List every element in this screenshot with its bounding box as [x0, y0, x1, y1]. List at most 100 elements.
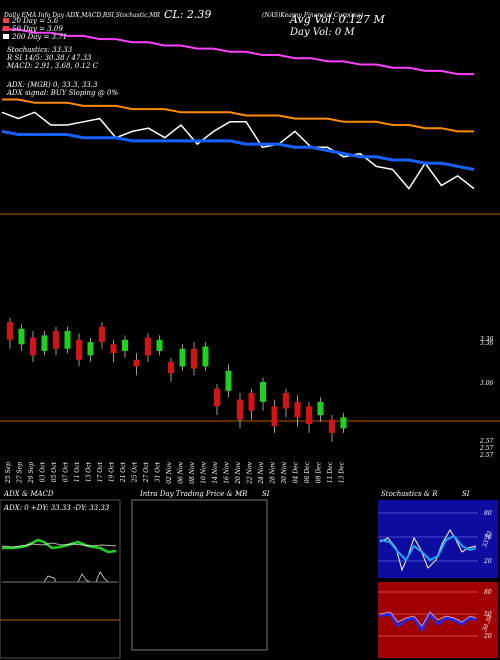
candle-body [260, 381, 266, 402]
date-tick: 14 Nov [212, 461, 219, 483]
candles [7, 317, 347, 442]
header-date-line: Daily EMA Info Day ADX,MACD,RSI,Stochast… [3, 12, 161, 19]
candle-body [294, 401, 301, 418]
candle-body [99, 326, 105, 343]
rsi-tick-80: 80 [484, 589, 492, 596]
mr-title: Intra Day Trading Price & MR [139, 490, 248, 498]
rsi-tick-20: 20 [483, 633, 492, 640]
date-tick: 24 Nov [258, 461, 265, 484]
legend-swatch [3, 26, 9, 31]
candle-body [7, 322, 13, 340]
stoch-title: Stochastics & R [381, 490, 438, 498]
candle-body [191, 348, 197, 369]
ema-lines [1, 28, 475, 190]
candle-body [237, 399, 243, 420]
stats-block: Stochastics: 33.33R SI 14/5: 30.38 / 47.… [6, 46, 118, 97]
ema50-line [2, 98, 474, 133]
date-tick: 06 Dec [304, 461, 311, 483]
close-label: CL: 2.39 [164, 8, 211, 21]
stats-line: MACD: 2.91, 3.68, 0.12 C [6, 62, 99, 70]
stoch-d-line [379, 534, 477, 562]
legend-swatch [3, 18, 9, 23]
date-tick: 25 Sep [5, 462, 12, 484]
stoch-tick-80: 80 [484, 510, 492, 517]
candle-body [248, 393, 255, 411]
candle-panel: 3.363.363.062.572.572.57 25 Sep 27 Sep 29 … [0, 317, 500, 485]
mr-panel: Intra Day Trading Price & MR SI [131, 490, 270, 651]
candle-body [110, 344, 117, 354]
candle-body [329, 419, 335, 433]
date-tick: 19 Oct [109, 461, 116, 482]
candle-body [271, 406, 278, 427]
candle-body [179, 348, 186, 367]
adx-line [2, 538, 117, 554]
date-tick: 28 Nov [270, 461, 277, 484]
date-tick: 31 Oct [155, 461, 162, 482]
candle-body [18, 328, 25, 345]
rsi-panel: 80 50 20 30.38 [378, 582, 498, 658]
adx-title: ADX & MACD [3, 490, 54, 498]
date-tick: 06 Nov [178, 461, 185, 483]
date-tick: 20 Nov [235, 461, 242, 484]
price-tick: 3.36 [480, 336, 494, 343]
ema20-line [1, 129, 475, 171]
date-tick: 13 Dec [339, 461, 346, 483]
candle-body [122, 339, 128, 351]
candle-body [53, 331, 59, 349]
day-vol-label: Day Vol: 0 M [289, 27, 355, 38]
candle-body [317, 401, 324, 416]
date-tick: 25 Oct [132, 461, 139, 483]
date-tick: 08 Dec [316, 461, 323, 483]
price-tick: 2.57 [479, 452, 494, 459]
candle-body [214, 388, 220, 407]
candle-body [76, 339, 82, 360]
date-tick: 16 Nov [224, 461, 231, 483]
adx-values: ADX: 0 +DY: 33.33 -DY: 33.33 [3, 504, 110, 512]
date-tick: 07 Oct [63, 461, 70, 482]
mr-suffix: SI [262, 490, 270, 498]
ema200-line [2, 28, 474, 76]
stoch-suffix: SI [462, 490, 470, 498]
candle-body [133, 359, 140, 367]
date-tick: 03 Oct [40, 461, 47, 482]
price-line [1, 111, 475, 190]
date-tick: 30 Nov [281, 461, 288, 483]
ema-panel [0, 28, 500, 215]
date-tick: 27 Sep [17, 462, 24, 484]
date-tick: 05 Oct [51, 461, 58, 482]
candle-body [41, 335, 48, 351]
stats-line: ADX signal: BUY Sloping @ 0% [6, 89, 118, 97]
date-tick: 21 Oct [120, 461, 127, 483]
avg-vol-label: Avg Vol: 0.127 M [289, 13, 386, 26]
date-tick: 17 Oct [97, 461, 104, 482]
stats-line: R SI 14/5: 30.38 / 47.33 [6, 54, 92, 62]
candle-body [202, 346, 209, 367]
candle-body [87, 342, 94, 356]
price-tick: 2.57 [479, 445, 494, 452]
stats-line: ADX: (MGR) 0, 33.3, 33.3 [6, 81, 98, 89]
candle-body [156, 339, 163, 351]
rsi-tick-50: 50 [484, 611, 492, 618]
date-tick: 11 Oct [74, 461, 81, 482]
stoch-tick-50: 50 [484, 534, 492, 541]
legend-label: 50 Day = 3.09 [12, 25, 63, 33]
date-tick: 11 Dec [327, 461, 334, 483]
legend-label: 20 Day = 5.6 [11, 17, 59, 25]
stoch-panel: Stochastics & R SI 80 50 20 33.33 [378, 490, 498, 578]
date-tick: 29 Sep [28, 462, 35, 484]
date-tick: 10 Nov [201, 461, 208, 483]
date-tick: 08 Nov [189, 461, 196, 483]
date-tick: 13 Oct [86, 461, 93, 482]
date-tick: 22 Nov [247, 461, 254, 484]
candle-body [64, 331, 71, 349]
date-tick: 27 Oct [143, 461, 150, 483]
title-text: (NAS)Kearny Financial Corp(mg) [262, 12, 364, 19]
legend-swatch [3, 34, 9, 39]
price-tick: 2.57 [479, 438, 494, 445]
price-axis: 3.363.363.062.572.572.57 [479, 336, 494, 459]
stoch-bg [378, 500, 498, 578]
stoch-k-line [379, 529, 477, 572]
candle-body [30, 337, 36, 356]
